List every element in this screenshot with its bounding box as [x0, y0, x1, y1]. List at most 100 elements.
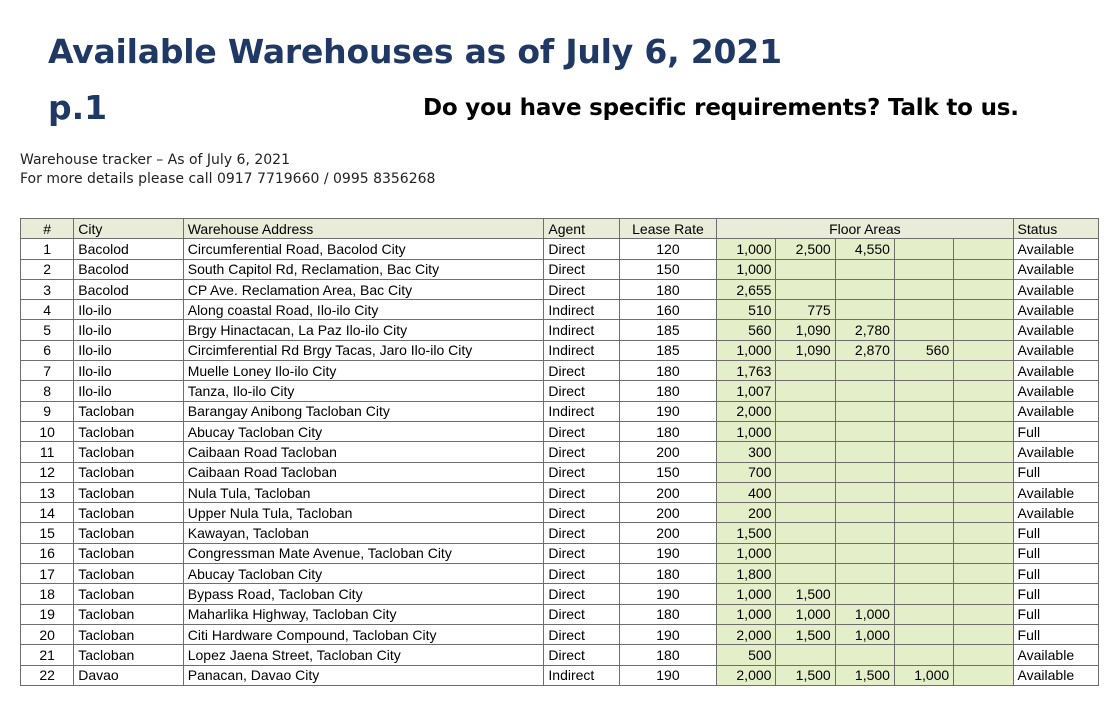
cell-city: Tacloban — [73, 563, 184, 585]
cell-address: Maharlika Highway, Tacloban City — [182, 603, 545, 625]
table-row: 13 Tacloban Nula Tula, Tacloban Direct 200 40… — [19, 481, 1100, 504]
cell-floor-area: 500 — [716, 644, 777, 666]
cell-floor-area — [834, 380, 895, 402]
cell-address: Abucay Tacloban City — [182, 563, 545, 585]
cell-num: 1 — [19, 238, 75, 260]
cell-status: Full — [1012, 563, 1100, 585]
cell-floor-area: 1,000 — [716, 258, 777, 280]
cell-lease-rate: 185 — [618, 339, 718, 362]
cell-city: Tacloban — [73, 623, 184, 646]
table-row: 14 Tacloban Upper Nula Tula, Tacloban Direc… — [19, 502, 1100, 524]
cell-floor-area — [775, 522, 836, 544]
cell-lease-rate: 180 — [618, 380, 718, 402]
cell-floor-area — [893, 481, 955, 504]
cell-city: Tacloban — [73, 481, 184, 504]
header-lease-rate: Lease Rate — [618, 217, 718, 240]
cell-floor-area: 1,000 — [716, 583, 777, 605]
cell-floor-area — [893, 380, 955, 402]
cell-floor-area — [834, 583, 895, 605]
cell-floor-area: 1,500 — [716, 522, 777, 544]
cell-address: Lopez Jaena Street, Tacloban City — [182, 644, 545, 666]
cell-floor-area: 2,780 — [834, 319, 895, 341]
cell-lease-rate: 180 — [618, 360, 718, 382]
cell-floor-area — [893, 583, 955, 605]
header-agent: Agent — [543, 217, 620, 240]
table-row: 11 Tacloban Caibaan Road Tacloban Direct 200… — [19, 441, 1100, 463]
cell-floor-area — [893, 522, 955, 544]
cell-num: 9 — [19, 400, 75, 422]
cell-floor-area — [893, 461, 955, 483]
table-row: 1 Bacolod Circumferential Road, Bacolod Ci… — [19, 238, 1100, 260]
header-status: Status — [1012, 217, 1100, 240]
cell-lease-rate: 185 — [618, 319, 718, 341]
cell-floor-area: 1,763 — [716, 360, 777, 382]
cell-lease-rate: 180 — [618, 420, 718, 443]
cell-num: 14 — [19, 502, 75, 524]
cell-agent: Direct — [543, 603, 620, 625]
cell-city: Tacloban — [73, 420, 184, 443]
cell-address: Along coastal Road, Ilo-ilo City — [182, 299, 545, 321]
cell-lease-rate: 190 — [618, 664, 718, 686]
cell-status: Full — [1012, 461, 1100, 483]
cell-lease-rate: 190 — [618, 583, 718, 605]
cell-floor-area — [953, 522, 1014, 544]
table-row: 3 Bacolod CP Ave. Reclamation Area, Bac Ci… — [19, 278, 1100, 301]
cell-num: 7 — [19, 360, 75, 382]
cell-floor-area — [893, 542, 955, 565]
cell-floor-area — [953, 380, 1014, 402]
cell-address: Circimferential Rd Brgy Tacas, Jaro Ilo-… — [182, 339, 545, 362]
cell-agent: Direct — [543, 278, 620, 301]
cell-agent: Direct — [543, 461, 620, 483]
table-row: 19 Tacloban Maharlika Highway, Tacloban Ci… — [19, 603, 1100, 625]
cell-floor-area: 1,000 — [716, 238, 777, 260]
cell-city: Tacloban — [73, 441, 184, 463]
cell-lease-rate: 120 — [618, 238, 718, 260]
cell-city: Ilo-ilo — [73, 360, 184, 382]
cell-floor-area: 1,000 — [893, 664, 955, 686]
cell-floor-area — [893, 644, 955, 666]
cell-floor-area — [775, 258, 836, 280]
cell-num: 19 — [19, 603, 75, 625]
cell-floor-area — [953, 461, 1014, 483]
cell-floor-area: 4,550 — [834, 238, 895, 260]
cell-floor-area: 1,800 — [716, 563, 777, 585]
cell-floor-area: 2,870 — [834, 339, 895, 362]
cell-floor-area — [775, 481, 836, 504]
cell-lease-rate: 160 — [618, 299, 718, 321]
cell-floor-area: 2,000 — [716, 623, 777, 646]
cell-agent: Direct — [543, 583, 620, 605]
cell-agent: Indirect — [543, 319, 620, 341]
cell-address: CP Ave. Reclamation Area, Bac City — [182, 278, 545, 301]
cell-agent: Direct — [543, 563, 620, 585]
cell-floor-area — [834, 441, 895, 463]
cell-floor-area — [953, 623, 1014, 646]
cell-floor-area — [893, 299, 955, 321]
cell-status: Available — [1012, 380, 1100, 402]
table-row: 7 Ilo-ilo Muelle Loney Ilo-ilo City Direct 1… — [19, 360, 1100, 382]
table-row: 4 Ilo-ilo Along coastal Road, Ilo-ilo City… — [19, 299, 1100, 321]
cell-address: Abucay Tacloban City — [182, 420, 545, 443]
cell-status: Full — [1012, 522, 1100, 544]
cell-lease-rate: 190 — [618, 623, 718, 646]
cell-city: Tacloban — [73, 583, 184, 605]
cell-status: Available — [1012, 481, 1100, 504]
cell-floor-area — [775, 542, 836, 565]
cell-num: 13 — [19, 481, 75, 504]
cell-floor-area — [953, 420, 1014, 443]
cell-agent: Indirect — [543, 664, 620, 686]
cell-address: Upper Nula Tula, Tacloban — [182, 502, 545, 524]
cell-floor-area — [893, 420, 955, 443]
cell-status: Available — [1012, 644, 1100, 666]
cell-floor-area — [775, 380, 836, 402]
cell-floor-area — [953, 258, 1014, 280]
cell-floor-area — [893, 258, 955, 280]
cell-floor-area: 560 — [893, 339, 955, 362]
cell-address: Citi Hardware Compound, Tacloban City — [182, 623, 545, 646]
cell-floor-area — [953, 603, 1014, 625]
cell-agent: Direct — [543, 420, 620, 443]
cell-floor-area — [893, 319, 955, 341]
cell-floor-area — [834, 502, 895, 524]
table-row: 16 Tacloban Congressman Mate Avenue, Taclo… — [19, 542, 1100, 565]
cell-num: 10 — [19, 420, 75, 443]
cell-lease-rate: 180 — [618, 278, 718, 301]
